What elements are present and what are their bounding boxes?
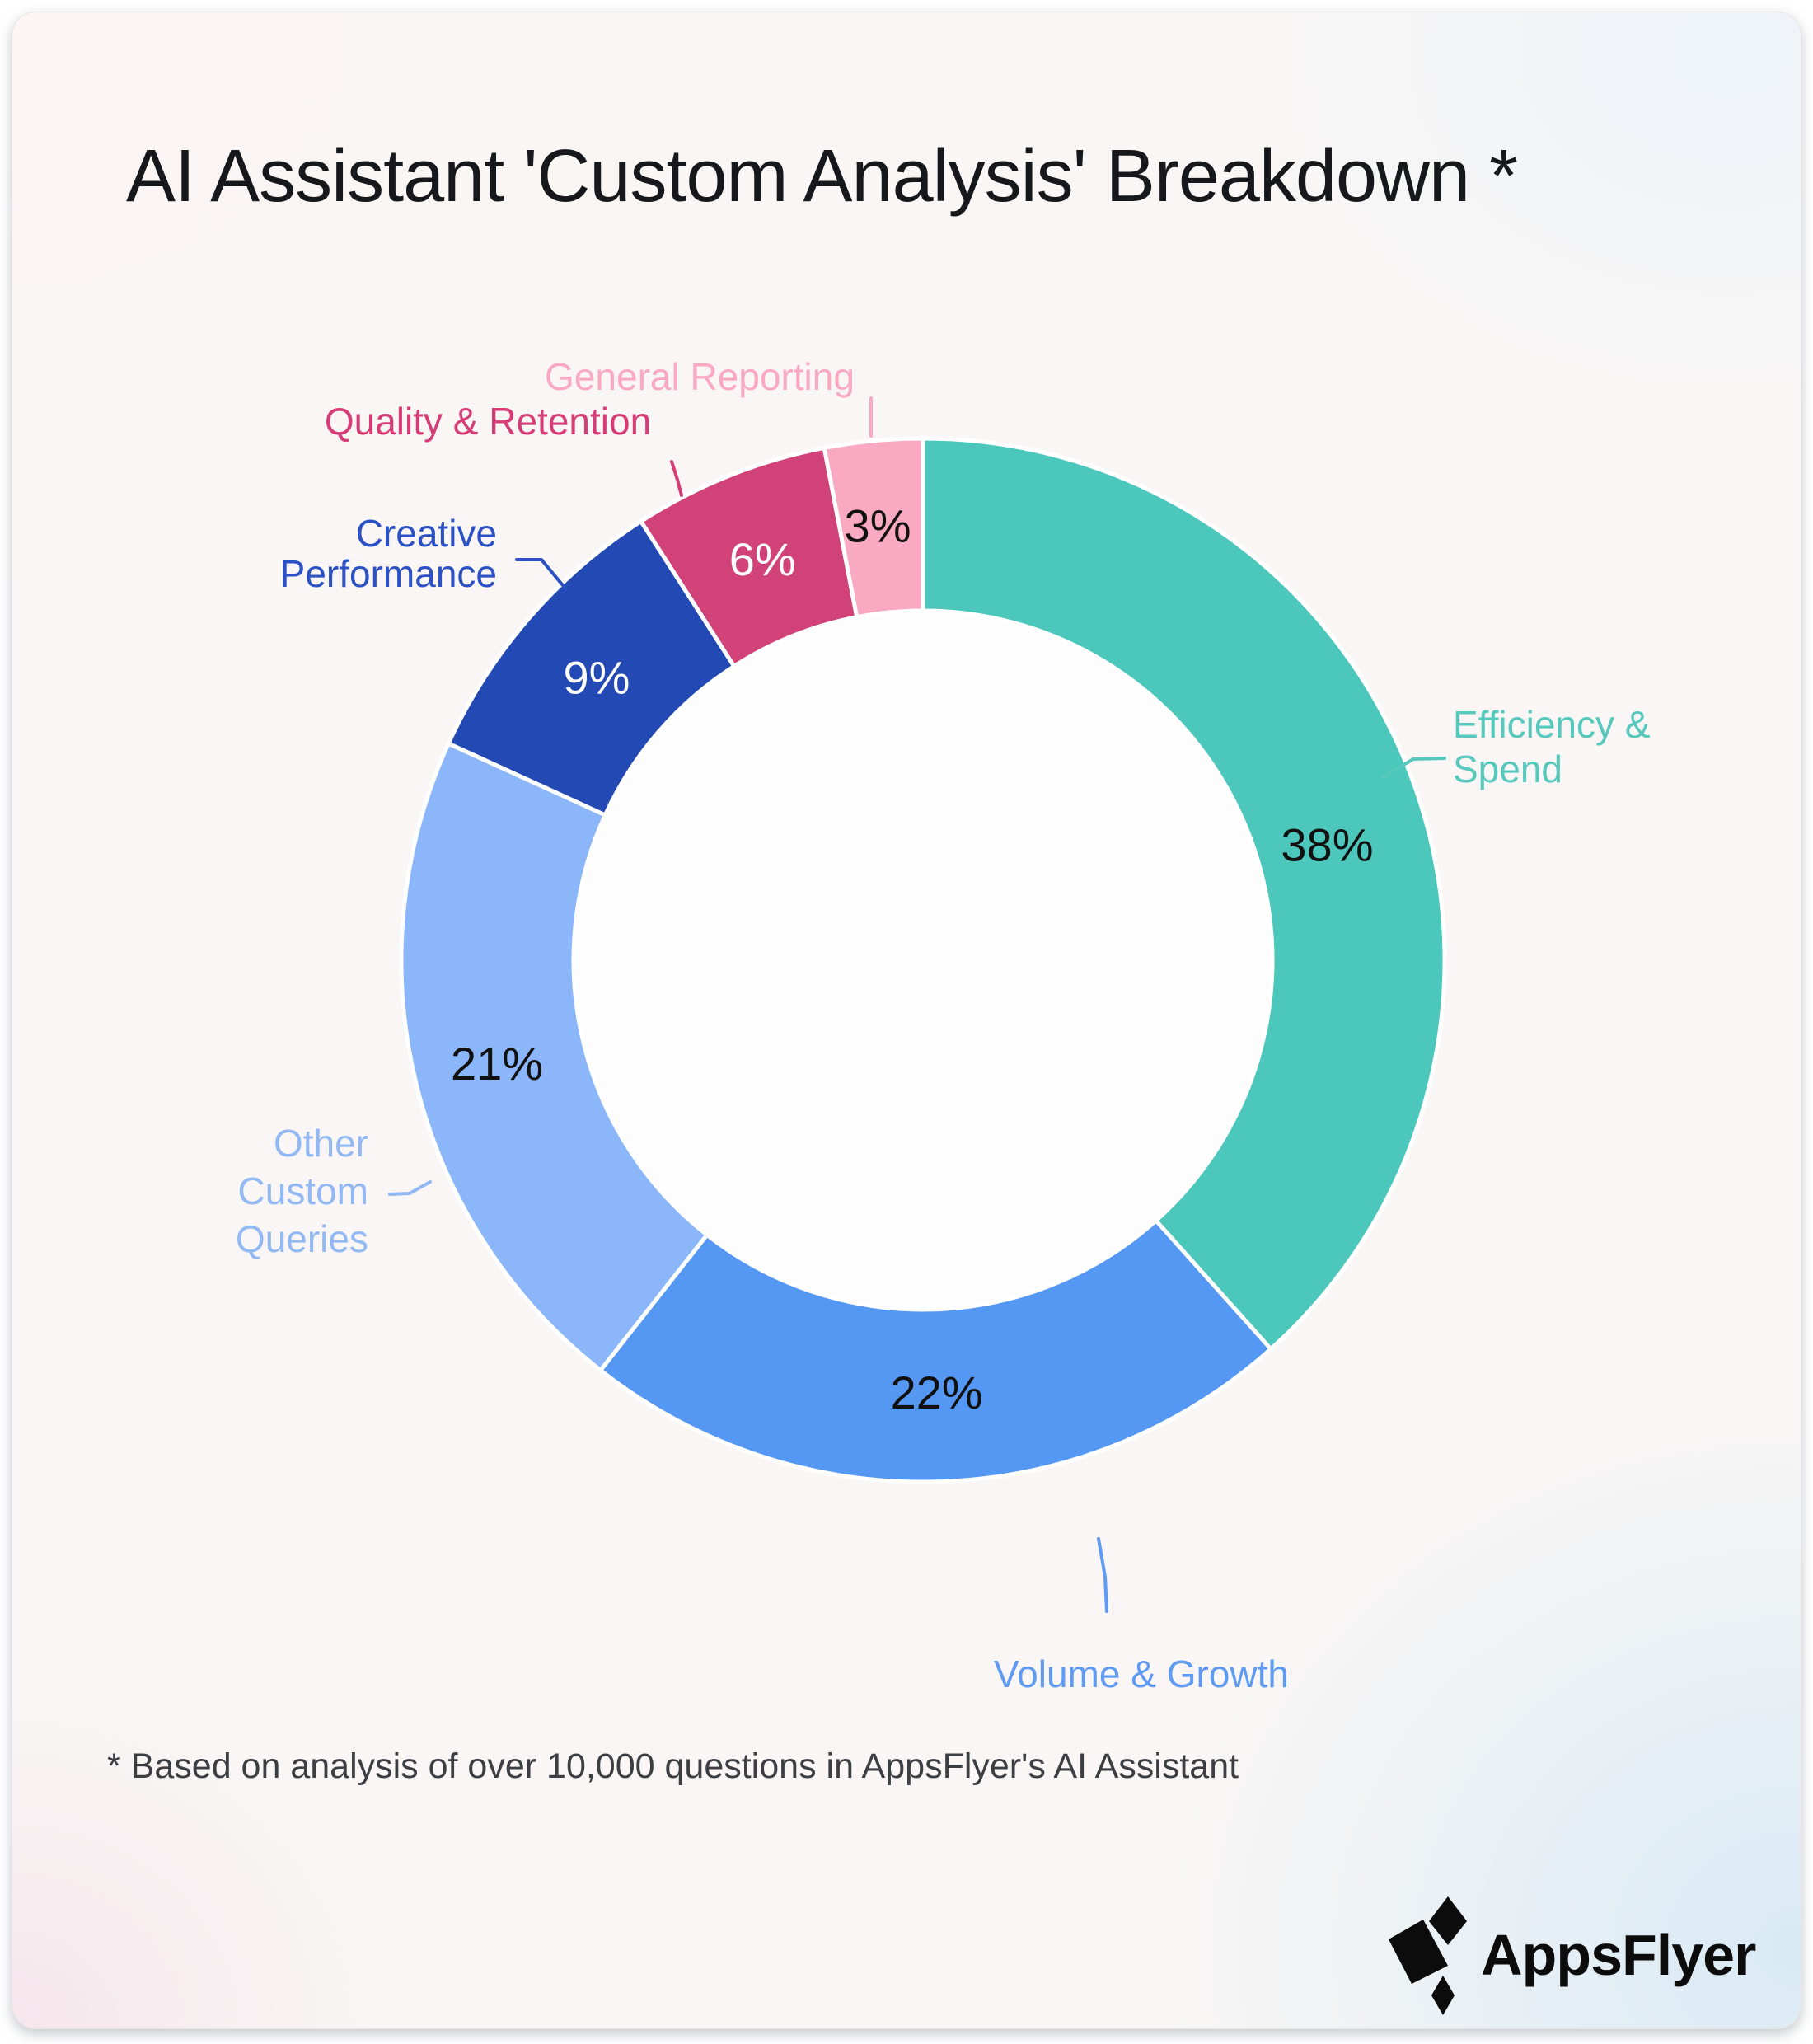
category-label-line: Spend: [1453, 748, 1562, 790]
category-label-quality-retention: Quality & Retention: [325, 400, 651, 443]
category-label-line: General Reporting: [545, 355, 855, 398]
category-label-general-reporting: General Reporting: [545, 355, 855, 398]
footnote: * Based on analysis of over 10,000 quest…: [107, 1746, 1239, 1786]
category-label-other-custom-queries: Other Custom Queries: [236, 1122, 368, 1260]
donut-slice-efficiency-spend: [921, 436, 1447, 1352]
donut-hole: [574, 611, 1272, 1310]
appsflyer-logo-icon: [1387, 1896, 1469, 2024]
leader-line-other-custom-queries: [388, 1180, 432, 1196]
category-label-creative-performance: Creative Performance: [280, 512, 497, 595]
donut-chart: 38% Efficiency & Spend 22% Volume & Growth 21…: [236, 355, 1651, 1695]
leader-line-creative-performance: [515, 558, 568, 591]
leader-line-efficiency-spend: [1381, 757, 1446, 779]
infographic-card: AI Assistant 'Custom Analysis' Breakdown…: [12, 12, 1801, 2029]
category-label-line: Queries: [236, 1217, 368, 1260]
donut-slice-other-custom-queries: [399, 741, 710, 1373]
category-label-line: Volume & Growth: [994, 1653, 1289, 1695]
category-label-line: Efficiency &: [1453, 703, 1650, 746]
value-label-general-reporting: 3%: [845, 499, 911, 551]
appsflyer-logo: AppsFlyer: [1387, 1896, 1756, 2024]
category-label-line: Other: [274, 1122, 368, 1165]
category-label-line: Quality & Retention: [325, 400, 651, 443]
category-label-efficiency-spend: Efficiency & Spend: [1453, 703, 1650, 790]
donut-slice-volume-growth: [598, 1218, 1273, 1484]
value-label-efficiency-spend: 38%: [1281, 819, 1373, 871]
leader-line-quality-retention: [670, 460, 683, 497]
value-label-quality-retention: 6%: [729, 533, 796, 585]
category-label-line: Creative: [356, 512, 497, 555]
value-label-volume-growth: 22%: [891, 1367, 983, 1418]
leader-line-volume-growth: [1097, 1537, 1108, 1613]
value-label-creative-performance: 9%: [564, 651, 630, 703]
page-title: AI Assistant 'Custom Analysis' Breakdown…: [126, 135, 1518, 218]
category-label-line: Custom: [238, 1170, 368, 1212]
category-label-line: Performance: [280, 552, 497, 595]
appsflyer-logo-text: AppsFlyer: [1481, 1922, 1756, 1987]
value-label-other-custom-queries: 21%: [451, 1038, 543, 1090]
category-label-volume-growth: Volume & Growth: [994, 1653, 1289, 1695]
donut-slice-general-reporting: [822, 436, 925, 620]
